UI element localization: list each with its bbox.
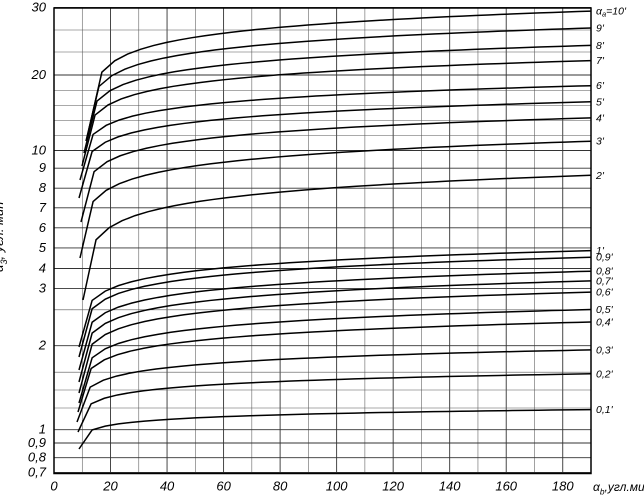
- svg-text:2': 2': [595, 170, 605, 182]
- svg-text:0,4': 0,4': [596, 317, 614, 329]
- svg-text:8: 8: [39, 180, 47, 195]
- svg-text:0,8: 0,8: [28, 450, 47, 465]
- svg-text:6': 6': [596, 80, 605, 92]
- svg-text:0,7: 0,7: [28, 465, 47, 480]
- svg-text:5': 5': [596, 96, 605, 108]
- svg-text:0,6': 0,6': [596, 287, 614, 299]
- svg-text:9': 9': [596, 23, 605, 35]
- svg-text:0,7': 0,7': [596, 275, 614, 287]
- svg-text:10: 10: [32, 143, 47, 158]
- svg-text:0,5': 0,5': [596, 304, 614, 316]
- svg-text:40: 40: [160, 479, 175, 494]
- svg-text:4': 4': [596, 112, 605, 124]
- svg-text:7': 7': [596, 55, 605, 67]
- svg-text:0,9: 0,9: [28, 435, 46, 450]
- svg-text:3': 3': [596, 136, 605, 148]
- svg-text:4: 4: [39, 261, 46, 276]
- svg-text:0,1': 0,1': [596, 404, 614, 416]
- svg-text:0,3': 0,3': [596, 344, 614, 356]
- svg-text:2: 2: [38, 338, 47, 353]
- svg-text:0,9': 0,9': [596, 252, 614, 264]
- svg-text:7: 7: [39, 200, 47, 215]
- svg-text:100: 100: [326, 479, 348, 494]
- svg-text:180: 180: [552, 479, 574, 494]
- svg-text:160: 160: [495, 479, 517, 494]
- svg-text:9: 9: [39, 160, 46, 175]
- svg-text:20: 20: [31, 67, 47, 82]
- svg-text:3: 3: [39, 281, 47, 296]
- svg-text:120: 120: [382, 479, 404, 494]
- svg-text:30: 30: [32, 0, 47, 15]
- svg-text:140: 140: [439, 479, 461, 494]
- svg-text:80: 80: [273, 479, 288, 494]
- svg-text:60: 60: [216, 479, 231, 494]
- svg-text:8': 8': [596, 40, 605, 52]
- svg-text:5: 5: [39, 240, 47, 255]
- svg-text:0: 0: [50, 479, 58, 494]
- svg-text:20: 20: [102, 479, 118, 494]
- svg-text:6: 6: [39, 220, 47, 235]
- svg-text:0,2': 0,2': [596, 368, 614, 380]
- svg-text:αa=10': αa=10': [596, 6, 627, 19]
